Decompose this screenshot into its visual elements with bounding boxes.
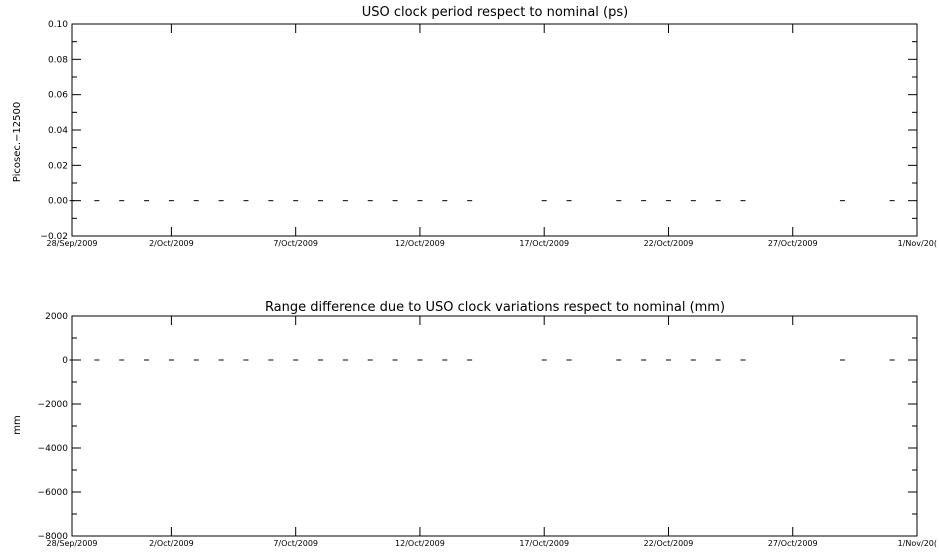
y-tick-label: −4000 bbox=[38, 444, 69, 454]
y-tick-label: 0.00 bbox=[48, 197, 68, 207]
x-tick-label: 17/Oct/2009 bbox=[519, 239, 569, 248]
plot-frame bbox=[71, 23, 918, 237]
chart-title: USO clock period respect to nominal (ps) bbox=[362, 5, 628, 20]
chart-title: Range difference due to USO clock variat… bbox=[265, 300, 725, 315]
x-tick-label: 27/Oct/2009 bbox=[768, 539, 818, 548]
range-panel: Range difference due to USO clock variat… bbox=[12, 300, 937, 548]
x-tick-label: 7/Oct/2009 bbox=[273, 539, 318, 548]
y-tick-label: 0.06 bbox=[48, 91, 68, 101]
x-tick-label: 28/Sep/2009 bbox=[46, 539, 97, 548]
y-tick-label: 0.10 bbox=[48, 20, 68, 30]
x-tick-label: 17/Oct/2009 bbox=[519, 539, 569, 548]
x-tick-label: 1/Nov/20( bbox=[898, 539, 937, 548]
x-tick-label: 1/Nov/20( bbox=[898, 239, 937, 248]
period-panel: USO clock period respect to nominal (ps)… bbox=[12, 5, 937, 248]
y-tick-label: 0 bbox=[62, 356, 68, 366]
y-axis-label: Picosec.−12500 bbox=[12, 102, 23, 182]
x-tick-label: 2/Oct/2009 bbox=[149, 239, 194, 248]
y-tick-label: 0.04 bbox=[48, 126, 68, 136]
y-tick-label: −2000 bbox=[38, 400, 69, 410]
x-tick-label: 2/Oct/2009 bbox=[149, 539, 194, 548]
x-tick-label: 12/Oct/2009 bbox=[395, 539, 445, 548]
y-tick-label: −6000 bbox=[38, 488, 69, 498]
y-axis-label: mm bbox=[12, 415, 23, 434]
y-tick-label: 2000 bbox=[45, 312, 68, 322]
y-tick-label: 0.02 bbox=[48, 161, 68, 171]
y-tick-label: −8000 bbox=[38, 532, 69, 542]
y-tick-label: 0.08 bbox=[48, 55, 68, 65]
x-tick-label: 28/Sep/2009 bbox=[46, 239, 97, 248]
y-tick-label: −0.02 bbox=[40, 232, 68, 242]
x-tick-label: 27/Oct/2009 bbox=[768, 239, 818, 248]
x-tick-label: 12/Oct/2009 bbox=[395, 239, 445, 248]
x-tick-label: 22/Oct/2009 bbox=[644, 539, 694, 548]
x-tick-label: 22/Oct/2009 bbox=[644, 239, 694, 248]
x-tick-label: 7/Oct/2009 bbox=[273, 239, 318, 248]
plot-frame bbox=[71, 315, 918, 537]
